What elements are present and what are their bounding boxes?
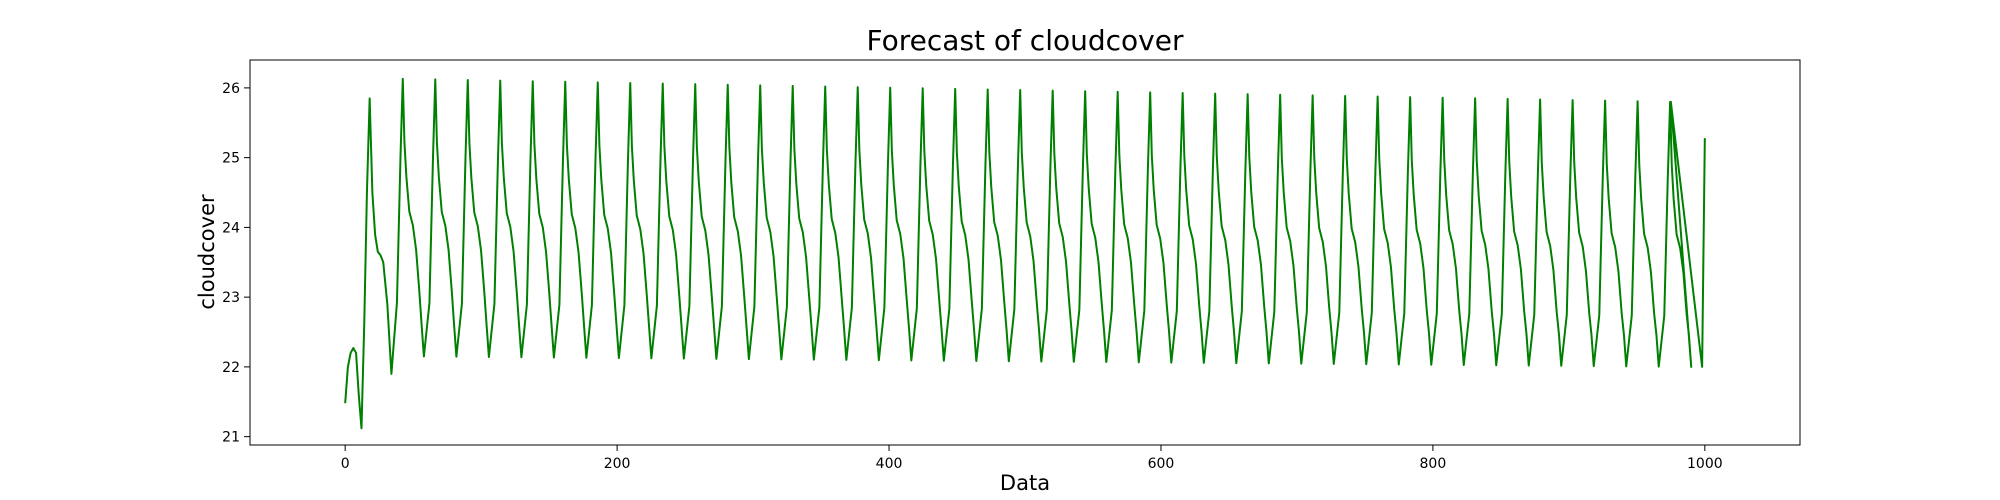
- x-tick-label: 1000: [1687, 456, 1723, 472]
- x-tick-label: 800: [1420, 456, 1447, 472]
- y-axis-ticks: 21 22 23 24 25 26: [222, 81, 250, 446]
- chart-title: Forecast of cloudcover: [867, 24, 1184, 57]
- x-tick-label: 400: [876, 456, 903, 472]
- y-tick-label: 25: [222, 151, 240, 167]
- x-axis-label: Data: [1000, 471, 1050, 495]
- y-tick-label: 26: [222, 81, 240, 97]
- forecast-series-line: [344, 77, 1706, 430]
- x-axis-ticks: 0 200 400 600 800 1000: [341, 445, 1723, 472]
- plot-frame: [249, 59, 1801, 446]
- series-layer: [344, 77, 1706, 430]
- y-tick-label: 24: [222, 220, 240, 236]
- x-tick-label: 600: [1148, 456, 1175, 472]
- x-tick-label: 200: [604, 456, 631, 472]
- y-tick-label: 21: [222, 430, 240, 446]
- y-axis-label: cloudcover: [195, 194, 219, 310]
- x-tick-label: 0: [341, 456, 350, 472]
- y-tick-label: 22: [222, 360, 240, 376]
- y-tick-label: 23: [222, 290, 240, 306]
